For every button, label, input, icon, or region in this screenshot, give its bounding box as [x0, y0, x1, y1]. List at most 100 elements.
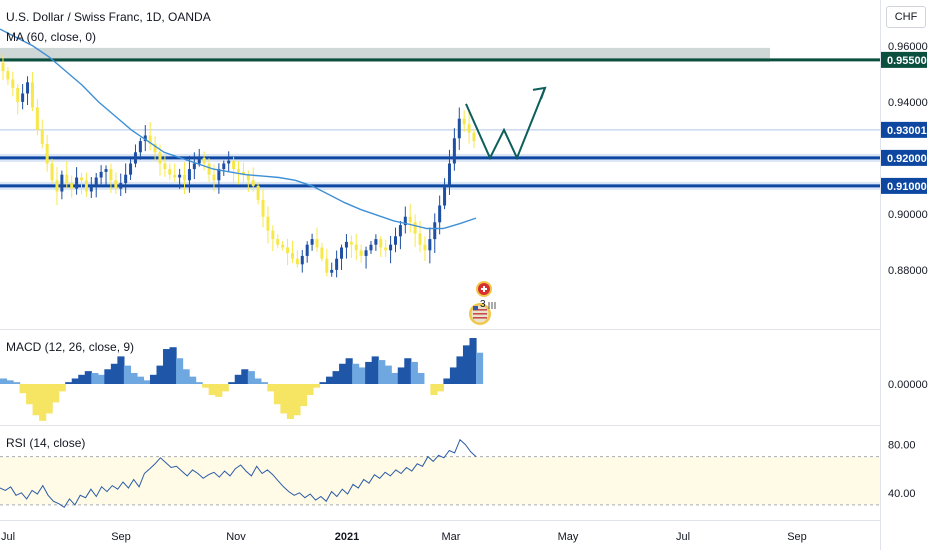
macd-bar: [391, 372, 399, 384]
candle-body: [364, 250, 368, 256]
macd-bar: [365, 361, 373, 384]
candle-body: [384, 247, 388, 251]
candle-body: [394, 236, 397, 245]
candle-body: [379, 239, 383, 248]
macd-bar: [19, 384, 27, 394]
candle-body: [330, 269, 334, 273]
candle-body: [227, 160, 231, 164]
rsi-bands: [0, 456, 880, 506]
macd-bar: [397, 367, 405, 384]
macd-bar: [84, 371, 92, 384]
price-badge-label: 0.93001: [887, 125, 927, 137]
candle-body: [354, 244, 358, 251]
candle-body: [65, 174, 69, 184]
candle-body: [398, 225, 402, 237]
macd-bar: [32, 384, 40, 416]
rsi-label: RSI (14, close): [6, 436, 86, 450]
candle-body: [408, 216, 412, 223]
candle-body: [187, 169, 191, 181]
currency-selector[interactable]: CHF: [886, 6, 926, 28]
candle-body: [80, 177, 83, 181]
macd-bar: [228, 382, 236, 384]
macd-bar: [39, 384, 47, 421]
candle-body: [75, 177, 79, 189]
time-tick-label: Mar: [442, 531, 461, 543]
candle-body: [45, 143, 49, 164]
projection-arrowhead: [532, 86, 547, 100]
candle-body: [21, 93, 25, 102]
price-badge[interactable]: [881, 51, 927, 68]
candle-body: [16, 87, 20, 102]
macd-bar: [13, 382, 21, 384]
candle-body: [1, 62, 5, 72]
candle-body: [271, 230, 275, 240]
macd-bar: [404, 358, 412, 384]
candle-body: [315, 239, 319, 248]
candle-body: [374, 239, 378, 245]
projection-path[interactable]: [465, 87, 546, 161]
macd-bar: [110, 363, 118, 384]
candle-body: [286, 247, 290, 254]
candle-body: [26, 82, 30, 94]
macd-bar: [234, 374, 242, 384]
candle-body: [423, 244, 427, 251]
candle-body: [6, 71, 10, 80]
macd-bar: [130, 372, 138, 384]
candle-body: [89, 185, 93, 192]
candle-body: [413, 222, 417, 234]
macd-bar: [358, 367, 366, 384]
candle-body: [325, 258, 329, 273]
macd-bar: [371, 356, 379, 384]
macd-bar: [430, 384, 438, 396]
candle-body: [266, 216, 270, 231]
macd-bar: [306, 384, 314, 396]
us-flag-stripe: [473, 317, 487, 319]
candle-body: [452, 138, 456, 164]
candle-body: [310, 239, 314, 245]
candle-body: [359, 250, 363, 256]
candle-body: [104, 169, 108, 172]
price-tick-label: 0.90000: [888, 209, 928, 221]
macd-bar: [91, 372, 99, 384]
price-badge[interactable]: [881, 121, 927, 138]
candle-body: [335, 258, 339, 270]
macd-bar: [6, 380, 14, 384]
macd-bar: [241, 369, 249, 384]
macd-bar: [469, 338, 477, 384]
candle-body: [35, 107, 39, 130]
swiss-flag-icon: [476, 281, 492, 297]
macd-bar: [117, 356, 125, 384]
macd-bar: [352, 363, 360, 384]
candle-body: [84, 180, 88, 192]
price-badge[interactable]: [881, 149, 927, 166]
candle-body: [237, 169, 240, 172]
price-badge[interactable]: [881, 177, 927, 194]
ma-label: MA (60, close, 0): [6, 30, 97, 44]
macd-bar: [319, 382, 327, 384]
candle-body: [129, 163, 133, 175]
macd-bar: [149, 374, 158, 384]
macd-bar: [443, 378, 451, 384]
candle-body: [178, 174, 182, 178]
price-levels[interactable]: 0.95500 0.93001 0.92000 0.91000: [0, 47, 927, 194]
macd-bar: [215, 384, 223, 397]
macd-bar: [182, 369, 190, 384]
us-flag-stripe: [473, 309, 487, 311]
macd-bar: [410, 361, 418, 384]
candle-body: [133, 152, 137, 164]
macd-bar: [312, 384, 321, 388]
candle-body: [163, 163, 167, 170]
macd-bar: [254, 378, 262, 384]
macd-bar: [449, 367, 458, 384]
candle-body: [403, 216, 407, 226]
swiss-flag-cross: [483, 286, 485, 292]
macd-bar: [293, 384, 301, 416]
candle-body: [295, 258, 299, 265]
macd-bar: [156, 365, 164, 384]
candle-body: [281, 244, 285, 248]
candle-body: [438, 205, 442, 223]
event-markers[interactable]: 3: [469, 281, 496, 325]
candle-body: [305, 244, 309, 256]
candle-body: [320, 247, 324, 259]
